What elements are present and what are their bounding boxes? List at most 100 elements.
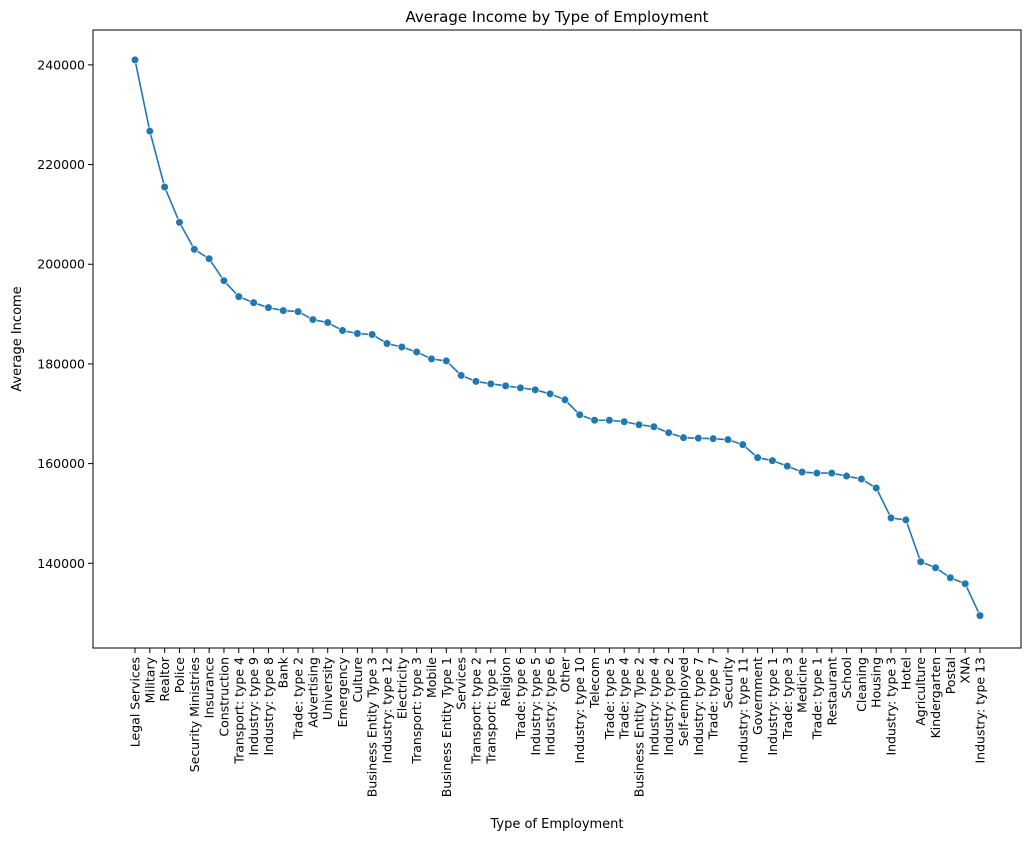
x-tick-label: Transport: type 2 (468, 657, 483, 765)
x-tick-label: Trade: type 6 (513, 657, 528, 740)
x-tick-label: Industry: type 11 (735, 657, 750, 764)
x-tick-label: Industry: type 3 (884, 657, 899, 756)
data-point (887, 514, 895, 522)
data-point (324, 319, 332, 327)
data-point (932, 564, 940, 572)
data-point (354, 330, 362, 338)
x-tick-label: Industry: type 2 (661, 657, 676, 756)
x-tick-label: Cleaning (854, 657, 869, 712)
x-tick-label: Industry: type 5 (528, 657, 543, 756)
x-tick-label: Realtor (157, 656, 172, 701)
data-point (576, 411, 584, 419)
data-point (872, 484, 880, 492)
x-tick-label: Security Ministries (187, 657, 202, 772)
x-tick-label: Industry: type 4 (646, 657, 661, 756)
data-point (769, 457, 777, 465)
data-point (783, 462, 791, 470)
x-tick-label: Self-employed (676, 657, 691, 746)
x-tick-label: Religion (498, 657, 513, 707)
data-point (368, 331, 376, 339)
data-point (161, 183, 169, 191)
x-axis: Legal Services Military Realtor Police Secur… (128, 648, 988, 797)
data-point (858, 475, 866, 483)
data-point (487, 380, 495, 388)
data-point (606, 416, 614, 424)
x-tick-label: School (839, 657, 854, 699)
chart-title: Average Income by Type of Employment (405, 8, 708, 26)
y-tick-label: 220000 (37, 157, 85, 172)
x-tick-label: Industry: type 10 (572, 657, 587, 764)
data-point (635, 421, 643, 429)
data-point (279, 307, 287, 315)
x-tick-label: Transport: type 4 (231, 657, 246, 765)
data-point (561, 396, 569, 404)
x-tick-label: Trade: type 5 (602, 657, 617, 740)
x-tick-label: Industry: type 13 (973, 657, 988, 764)
data-point (383, 340, 391, 348)
data-point (220, 277, 228, 285)
data-point (176, 219, 184, 227)
data-point (976, 612, 984, 620)
x-tick-label: Industry: type 7 (691, 657, 706, 756)
data-point (309, 316, 317, 324)
data-point (339, 327, 347, 335)
series-line (135, 60, 980, 616)
x-tick-label: Bank (276, 656, 291, 688)
plot-area (93, 30, 1021, 648)
data-point (443, 357, 451, 365)
x-tick-label: Trade: type 2 (291, 657, 306, 740)
data-point (131, 56, 139, 64)
data-point (665, 429, 673, 437)
x-tick-label: Industry: type 6 (543, 657, 558, 756)
data-point (235, 293, 243, 301)
x-tick-label: University (320, 656, 335, 720)
x-tick-label: Industry: type 12 (380, 657, 395, 764)
data-point (546, 390, 554, 398)
x-tick-label: Police (172, 657, 187, 694)
x-tick-label: Services (454, 657, 469, 710)
x-tick-label: Advertising (305, 657, 320, 728)
x-tick-label: Business Entity Type 1 (439, 657, 454, 797)
data-point (472, 378, 480, 386)
data-point (413, 348, 421, 356)
data-point (754, 454, 762, 462)
data-point (739, 441, 747, 449)
y-tick-label: 200000 (37, 257, 85, 272)
x-tick-label: Business Entity Type 3 (365, 657, 380, 797)
x-tick-label: Government (750, 657, 765, 735)
x-tick-label: Industry: type 8 (261, 657, 276, 756)
data-point (517, 384, 525, 392)
x-tick-label: Mobile (424, 657, 439, 698)
data-point (205, 255, 213, 263)
data-point (917, 558, 925, 566)
x-tick-label: XNA (958, 657, 973, 684)
data-point (650, 423, 658, 431)
series-average-income (131, 56, 984, 619)
x-tick-label: Trade: type 7 (706, 657, 721, 740)
data-point (813, 469, 821, 477)
x-tick-label: Business Entity Type 2 (632, 657, 647, 797)
x-tick-label: Restaurant (824, 657, 839, 726)
data-point (146, 127, 154, 135)
x-tick-label: Transport: type 1 (483, 657, 498, 765)
data-point (902, 516, 910, 524)
x-tick-label: Postal (943, 657, 958, 694)
data-point (680, 434, 688, 442)
x-tick-label: Trade: type 1 (809, 657, 824, 740)
data-point (724, 436, 732, 444)
x-tick-label: Security (720, 656, 735, 708)
x-tick-label: Military (142, 656, 157, 703)
x-tick-label: Hotel (898, 657, 913, 690)
data-point (531, 386, 539, 394)
data-point (398, 343, 406, 351)
data-point (428, 355, 436, 363)
data-point (502, 382, 510, 390)
data-point (798, 468, 806, 476)
x-tick-label: Trade: type 3 (780, 657, 795, 740)
data-point (190, 245, 198, 253)
x-tick-label: Agriculture (913, 657, 928, 726)
x-tick-label: Housing (869, 657, 884, 708)
data-point (709, 435, 717, 443)
data-point (294, 308, 302, 316)
